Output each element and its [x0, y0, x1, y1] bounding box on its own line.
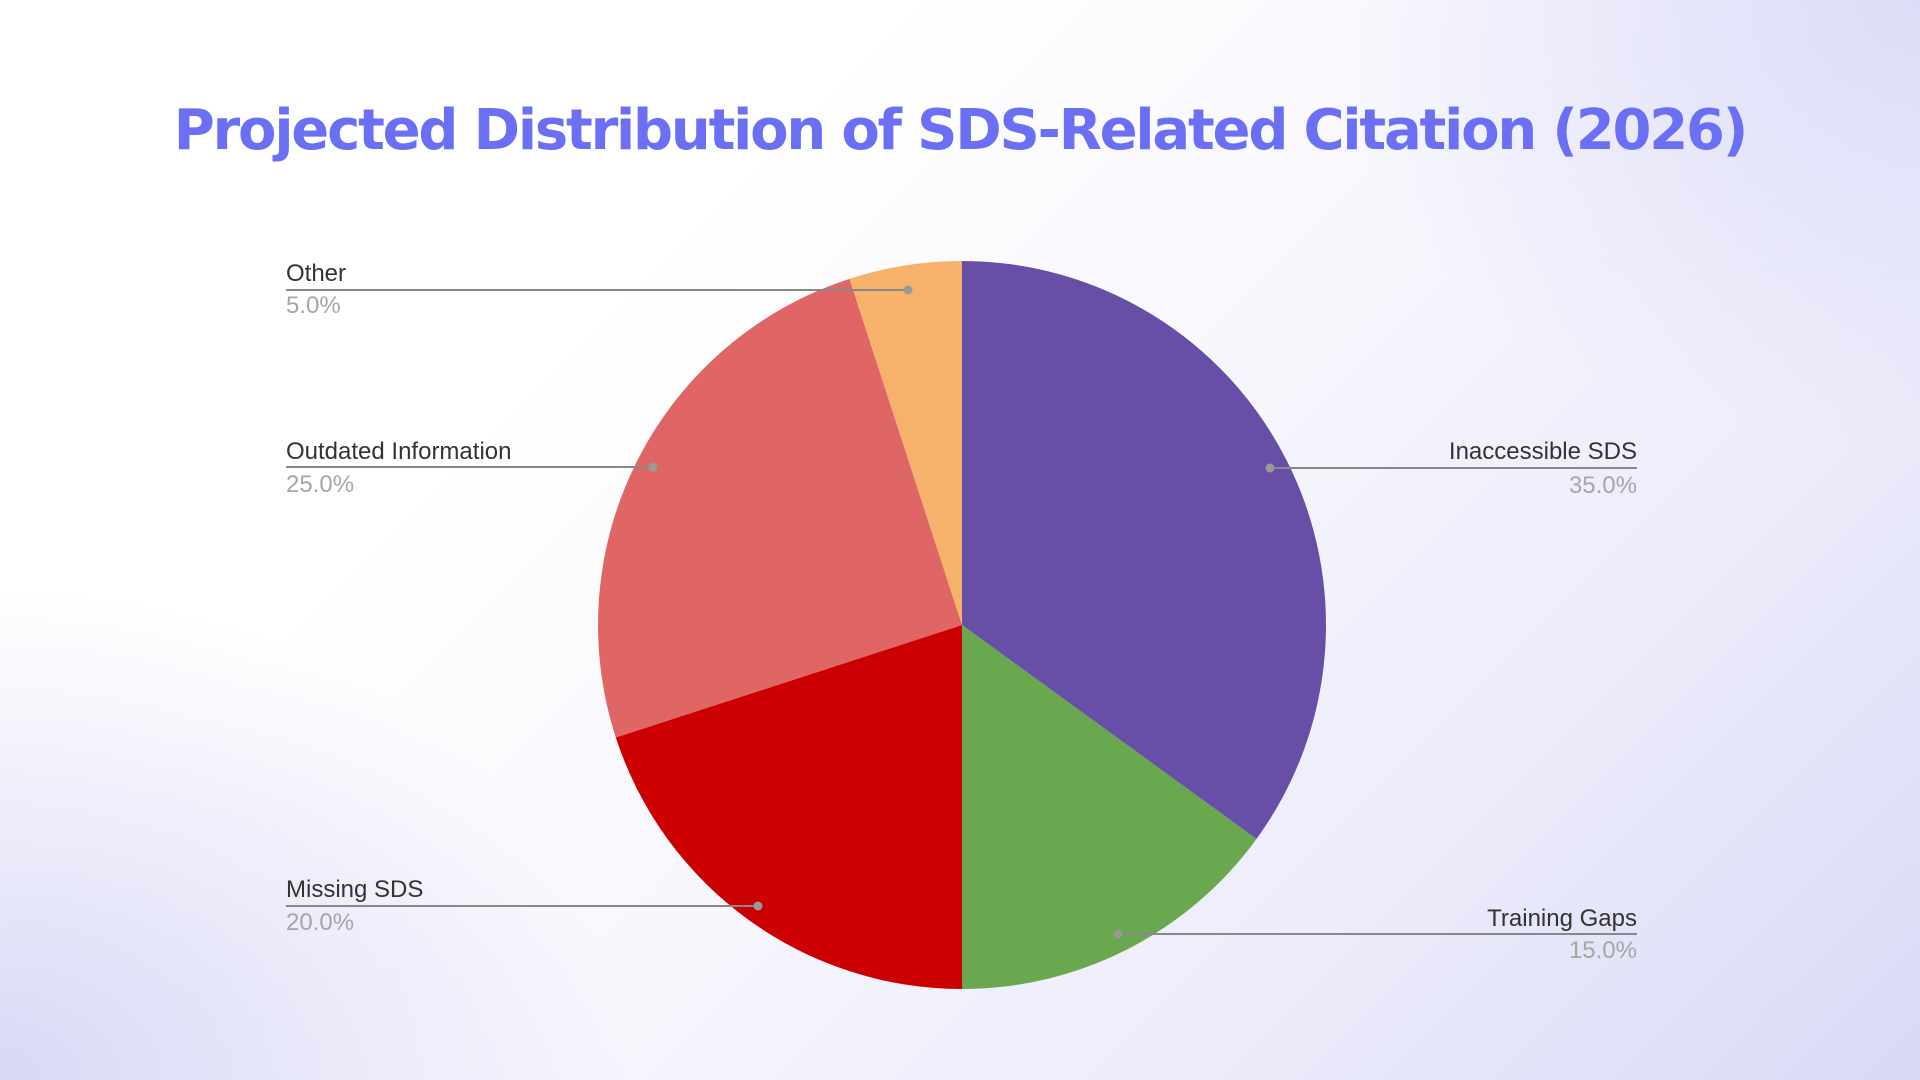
label-missing: Missing SDS 20.0%: [286, 876, 763, 936]
pie-slice-inaccessible-sds: [962, 261, 1327, 839]
pie-slices: [598, 261, 1327, 989]
pie-slice-other: [849, 261, 962, 625]
label-other-pct: 5.0%: [286, 292, 341, 319]
label-inaccessible-name: Inaccessible SDS: [1449, 438, 1637, 465]
label-training-name: Training Gaps: [1487, 905, 1637, 932]
label-inaccessible: Inaccessible SDS 35.0%: [1265, 438, 1637, 499]
label-outdated-name: Outdated Information: [286, 438, 511, 465]
label-training-pct: 15.0%: [1569, 937, 1637, 964]
pie-slice-missing-sds: [615, 625, 962, 989]
label-training: Training Gaps 15.0%: [1113, 905, 1637, 964]
chart-title: Projected Distribution of SDS-Related Ci…: [173, 98, 1749, 163]
label-other-name: Other: [286, 260, 346, 287]
label-missing-pct: 20.0%: [286, 909, 354, 936]
pie-slice-outdated-information: [598, 278, 962, 738]
label-missing-name: Missing SDS: [286, 876, 423, 903]
label-inaccessible-pct: 35.0%: [1569, 472, 1637, 499]
label-other: Other 5.0%: [286, 260, 913, 319]
label-outdated: Outdated Information 25.0%: [286, 438, 658, 498]
label-outdated-pct: 25.0%: [286, 471, 354, 498]
pie-slice-training-gaps: [962, 625, 1257, 989]
